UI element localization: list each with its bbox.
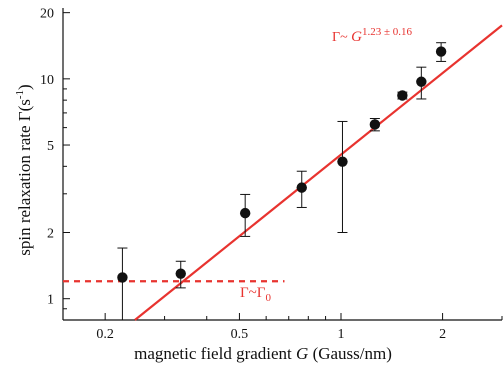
axis-ticks: 0.2 0.5 1 2 1 2 5 10 20: [40, 7, 503, 342]
data-point: [117, 272, 128, 283]
data-point: [397, 90, 408, 101]
y-axis-label: spin relaxation rate Γ(s-1): [14, 84, 34, 255]
data-point: [239, 207, 251, 219]
fit-line-label: Γ~ G1.23 ± 0.16: [332, 26, 413, 45]
data-point: [337, 156, 348, 167]
baseline-label: Γ~Γ0: [240, 285, 271, 304]
x-tick-label: 0.5: [231, 327, 249, 342]
x-axis-label: magnetic field gradient G (Gauss/nm): [134, 344, 392, 363]
data-marks: [63, 24, 503, 321]
x-tick-label: 2: [439, 327, 446, 342]
y-tick-label: 5: [47, 139, 54, 154]
y-tick-label: 20: [40, 7, 54, 22]
data-point: [369, 119, 381, 130]
y-tick-label: 2: [47, 227, 54, 242]
data-point: [416, 76, 427, 87]
data-point: [296, 182, 307, 193]
y-tick-label: 1: [47, 293, 54, 308]
x-tick-label: 0.2: [96, 327, 114, 342]
x-tick-label: 1: [338, 327, 345, 342]
plot-axes: [62, 8, 502, 321]
data-point: [435, 46, 447, 57]
y-tick-label: 10: [40, 73, 54, 88]
data-point: [175, 268, 186, 279]
fit-line: [134, 24, 503, 321]
